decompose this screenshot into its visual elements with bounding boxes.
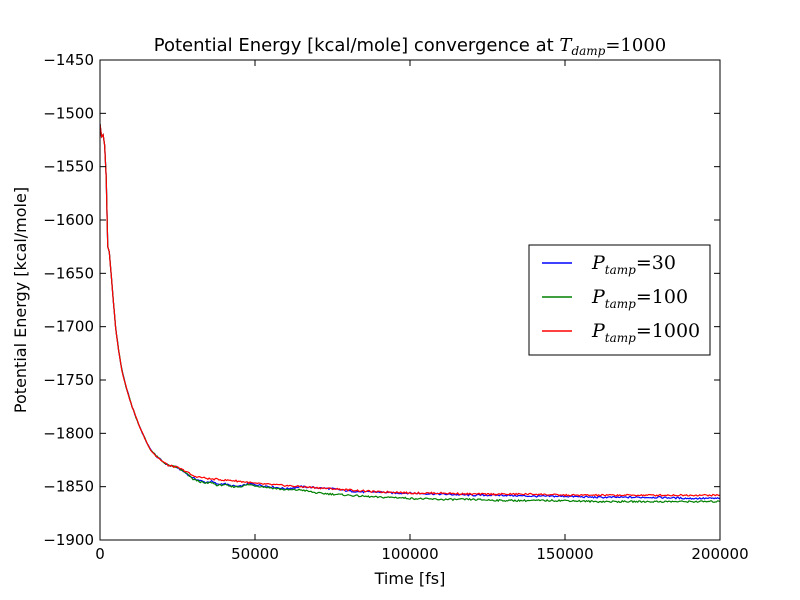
x-axis-label: Time [fs] bbox=[374, 569, 446, 588]
legend-symbol: P bbox=[591, 252, 606, 274]
chart-title: Potential Energy [kcal/mole] convergence… bbox=[154, 35, 666, 58]
legend-symbol: P bbox=[591, 320, 606, 342]
legend-subscript: tamp bbox=[605, 331, 636, 345]
legend-value: =1000 bbox=[636, 320, 700, 342]
legend-value: =100 bbox=[636, 286, 688, 308]
legend-symbol: P bbox=[591, 286, 606, 308]
legend-entry: Ptamp=100 bbox=[591, 286, 688, 311]
y-tick-label: −1550 bbox=[43, 158, 94, 176]
title-math-value: =1000 bbox=[605, 35, 666, 56]
x-tick-label: 150000 bbox=[536, 545, 593, 563]
legend-subscript: tamp bbox=[605, 297, 636, 311]
legend-value: =30 bbox=[636, 252, 676, 274]
y-tick-label: −1800 bbox=[43, 424, 94, 442]
x-tick-label: 50000 bbox=[231, 545, 279, 563]
x-tick-label: 0 bbox=[95, 545, 105, 563]
series-line bbox=[100, 123, 720, 504]
y-tick-label: −1850 bbox=[43, 478, 94, 496]
series-line bbox=[100, 123, 720, 497]
y-tick-label: −1500 bbox=[43, 104, 94, 122]
plot-frame bbox=[99, 59, 721, 541]
legend-subscript: tamp bbox=[605, 263, 636, 277]
y-tick-label: −1600 bbox=[43, 211, 94, 229]
title-text: Potential Energy [kcal/mole] convergence… bbox=[154, 35, 560, 56]
y-axis-label: Potential Energy [kcal/mole] bbox=[11, 187, 30, 413]
x-tick-label: 200000 bbox=[691, 545, 748, 563]
legend-entry: Ptamp=30 bbox=[591, 252, 676, 277]
ticks-group: 0 50000 100000 150000 200000 −1450 −1500 −1550 −… bbox=[43, 51, 748, 563]
y-tick-label: −1900 bbox=[43, 531, 94, 549]
y-tick-label: −1750 bbox=[43, 371, 94, 389]
title-math-subscript: damp bbox=[571, 44, 605, 58]
x-tick-label: 100000 bbox=[381, 545, 438, 563]
title-math-symbol: T bbox=[559, 35, 573, 56]
y-tick-label: −1700 bbox=[43, 318, 94, 336]
series-group bbox=[100, 123, 720, 504]
y-tick-label: −1650 bbox=[43, 264, 94, 282]
legend-entry: Ptamp=1000 bbox=[591, 320, 700, 345]
y-tick-label: −1450 bbox=[43, 51, 94, 69]
